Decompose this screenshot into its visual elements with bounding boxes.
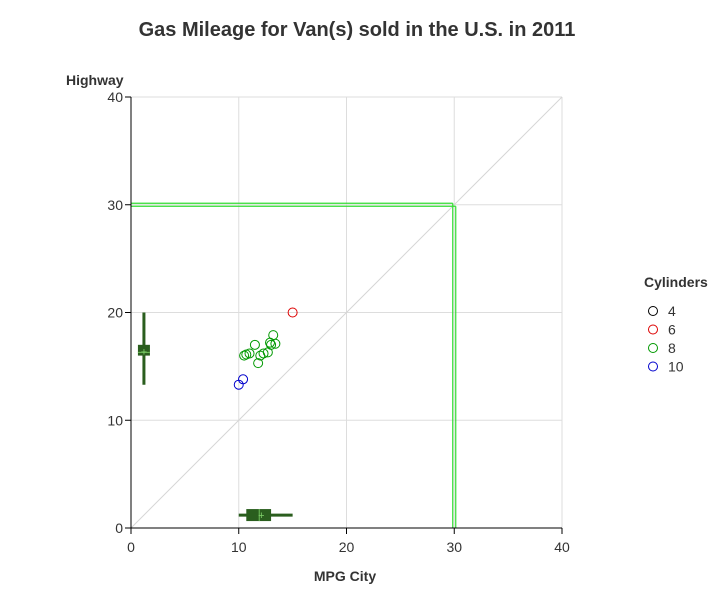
legend: Cylinders 4 6 8 10 [644,274,708,375]
data-point-cyl-8-11 [270,338,281,349]
data-point-cyl-8-6 [258,348,269,359]
chart-title: Gas Mileage for Van(s) sold in the U.S. … [139,19,576,41]
x-tick-label: 0 [127,539,135,555]
legend-label-cyl-6: 6 [668,322,676,338]
legend-marker-cyl-4 [648,306,658,316]
data-point-cyl-8-9 [266,339,277,350]
legend-label-cyl-4: 4 [668,303,676,319]
x-tick-label: 10 [231,539,247,555]
boxplot-x-box [246,509,272,522]
legend-title: Cylinders [644,274,708,290]
legend-marker-cyl-6 [648,324,658,335]
data-point-cyl-8-10 [268,330,279,341]
y-tick-label: 0 [115,520,123,536]
diagonal-reference-line [130,96,563,529]
diagonal-line [130,96,563,529]
legend-label-cyl-8: 8 [668,340,676,356]
legend-marker-cyl-8 [648,343,658,353]
y-tick-label: 20 [107,305,123,321]
boxplot-x-mean-marker: + [258,510,264,522]
x-tick-label: 30 [446,539,462,555]
y-tick-label: 30 [107,197,123,213]
data-point-cyl-8-2 [244,348,255,359]
marginal-boxplots: ++ [137,312,293,522]
x-axis-label: MPG City [314,568,376,584]
data-point-cyl-10-1 [238,374,249,385]
data-point-cyl-8-0 [239,350,250,361]
data-point-cyl-6-0 [287,307,298,318]
data-points [233,307,298,390]
boxplot-y-box [137,344,150,356]
y-axis-ticks: 0 10 20 30 40 [107,89,131,536]
x-axis-ticks: 0 10 20 30 40 [127,528,570,555]
reference-lines [131,202,457,528]
y-tick-label: 10 [107,412,123,428]
boxplot-y-mean-marker: + [141,346,147,358]
data-point-cyl-8-4 [253,358,264,369]
y-tick-label: 40 [107,89,123,105]
y-axis-label: Highway [66,72,124,88]
data-point-cyl-8-3 [249,339,260,350]
x-tick-label: 40 [554,539,570,555]
legend-marker-cyl-10 [648,361,658,372]
legend-label-cyl-10: 10 [668,359,684,375]
x-tick-label: 20 [339,539,355,555]
